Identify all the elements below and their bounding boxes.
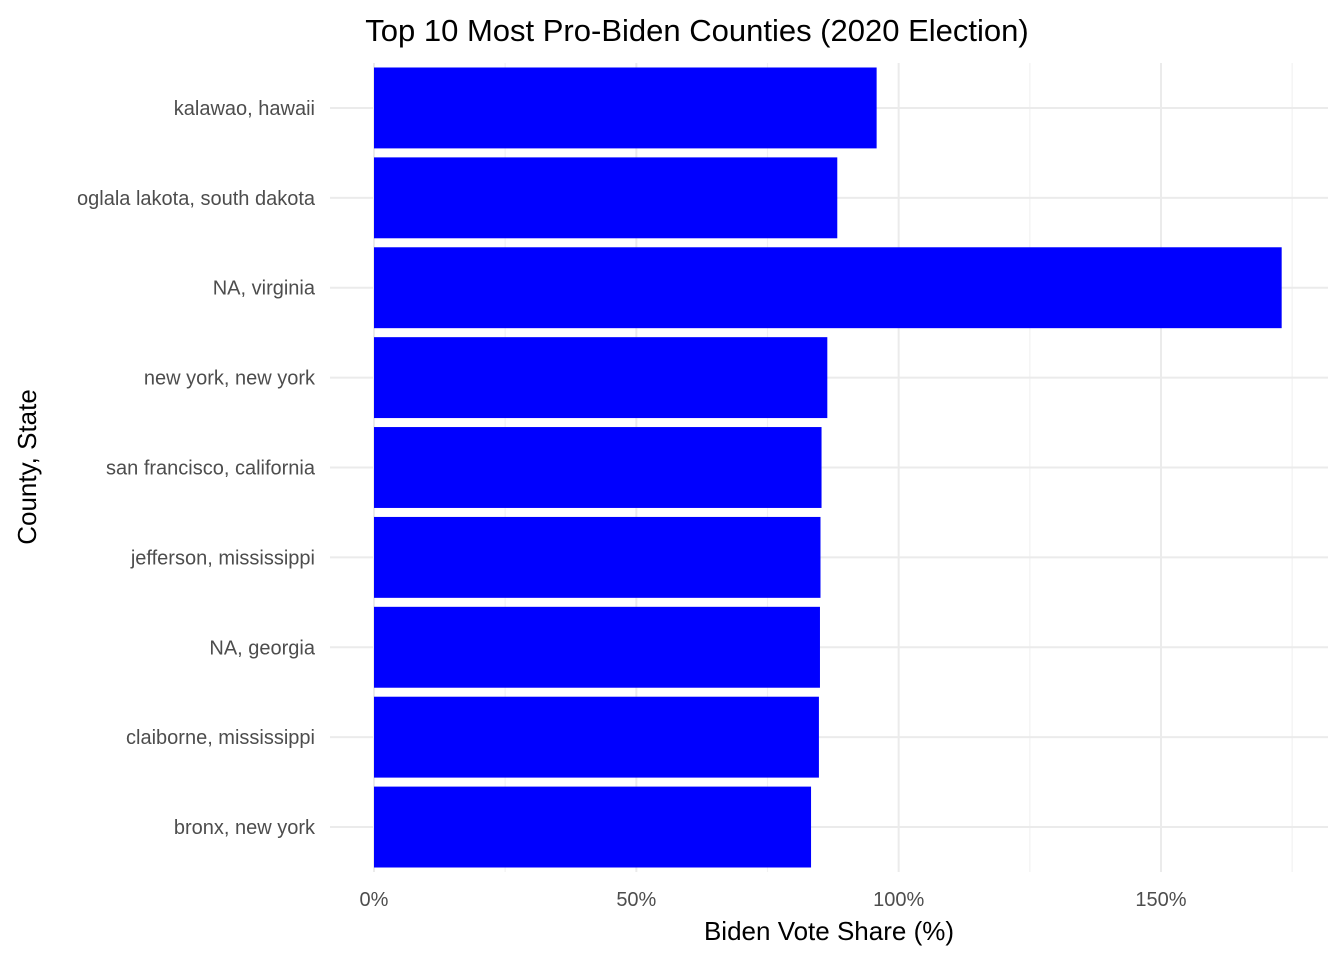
bar xyxy=(374,337,828,419)
bar xyxy=(374,247,1282,329)
x-axis-title: Biden Vote Share (%) xyxy=(704,916,954,946)
x-tick-label: 100% xyxy=(873,889,924,911)
bar xyxy=(374,696,819,778)
x-tick-label: 50% xyxy=(616,889,656,911)
y-tick-label: kalawao, hawaii xyxy=(174,98,315,120)
x-tick-label: 150% xyxy=(1135,889,1186,911)
bars xyxy=(374,67,1282,868)
bar xyxy=(374,786,812,868)
y-tick-label: bronx, new york xyxy=(174,817,316,839)
x-tick-label: 0% xyxy=(360,889,389,911)
y-tick-label: NA, virginia xyxy=(213,278,316,300)
y-tick-label: claiborne, mississippi xyxy=(126,727,315,749)
y-axis-title: County, State xyxy=(12,389,42,545)
bar xyxy=(374,157,838,239)
y-tick-label: san francisco, california xyxy=(106,458,316,480)
bar xyxy=(374,67,877,149)
bar xyxy=(374,606,820,688)
y-tick-label: oglala lakota, south dakota xyxy=(77,188,316,210)
y-tick-label: NA, georgia xyxy=(209,637,315,659)
y-tick-label: jefferson, mississippi xyxy=(130,547,315,569)
bar xyxy=(374,516,821,598)
chart-title: Top 10 Most Pro-Biden Counties (2020 Ele… xyxy=(365,13,1028,48)
y-tick-label: new york, new york xyxy=(144,368,316,390)
y-axis-tick-labels: kalawao, hawaii oglala lakota, south dako… xyxy=(77,98,316,839)
bar xyxy=(374,427,822,508)
x-axis-tick-labels: 0% 50% 100% 150% xyxy=(360,889,1187,911)
